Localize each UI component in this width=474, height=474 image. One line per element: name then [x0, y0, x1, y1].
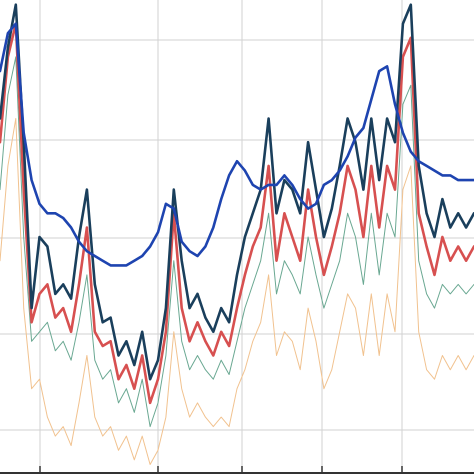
series-line-4	[0, 118, 474, 465]
series-group	[0, 3, 474, 465]
series-line-3	[0, 56, 474, 428]
series-line-2	[0, 22, 474, 405]
series-line-5	[0, 22, 474, 267]
series-line-1	[0, 3, 474, 381]
